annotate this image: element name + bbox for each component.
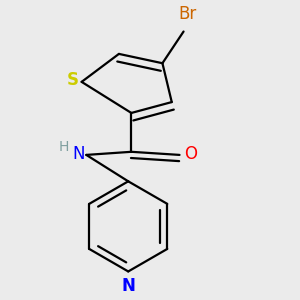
Text: O: O bbox=[184, 145, 197, 163]
Text: S: S bbox=[67, 71, 79, 89]
Text: H: H bbox=[59, 140, 69, 154]
Text: N: N bbox=[121, 277, 135, 295]
Text: N: N bbox=[72, 145, 85, 163]
Text: Br: Br bbox=[178, 5, 196, 23]
